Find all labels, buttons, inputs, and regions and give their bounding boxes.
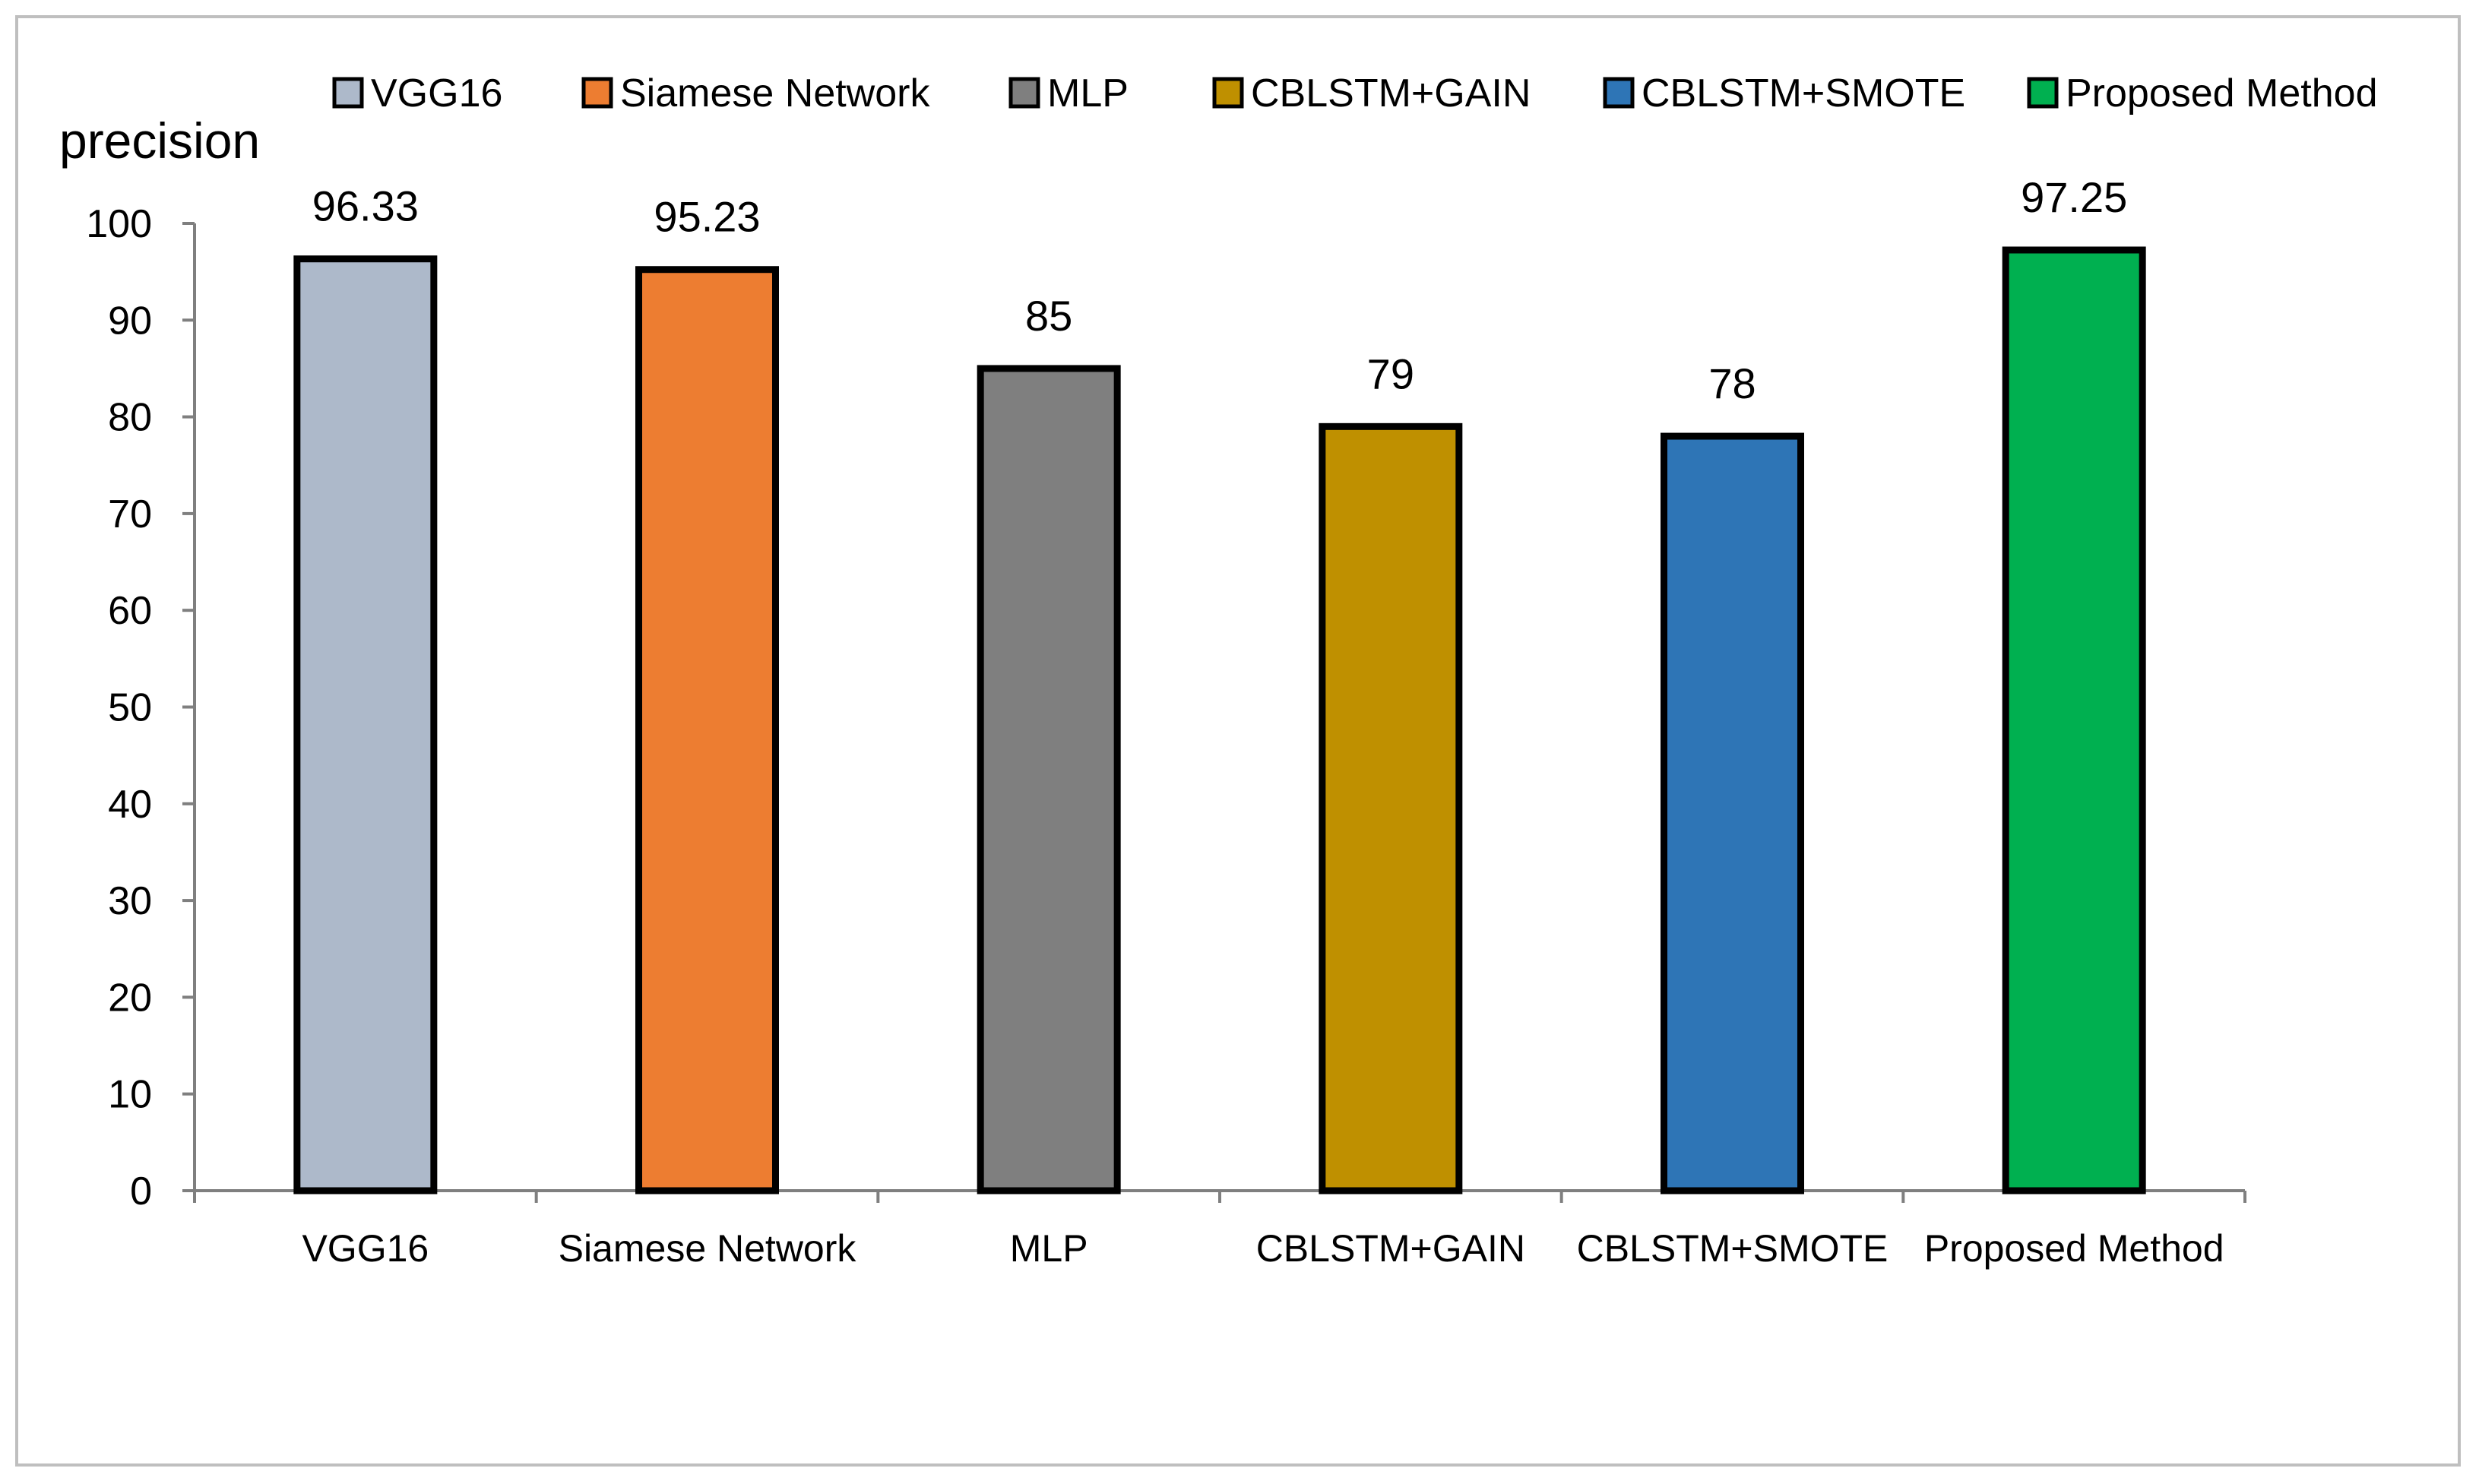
legend-entry: CBLSTM+SMOTE <box>1642 71 1965 115</box>
y-tick-label: 40 <box>108 783 152 827</box>
y-tick-label: 20 <box>108 976 152 1020</box>
data-label: 85 <box>1025 292 1072 340</box>
bar <box>2002 246 2146 1194</box>
legend-swatch <box>581 77 613 109</box>
legend-swatch <box>1212 77 1244 109</box>
y-tick-label: 70 <box>108 492 152 536</box>
legend-swatch <box>332 77 364 109</box>
y-tick-label: 0 <box>130 1169 152 1213</box>
y-tick-label: 90 <box>108 299 152 343</box>
x-tick-label: VGG16 <box>302 1227 429 1270</box>
bar <box>1319 422 1463 1194</box>
x-tick-label: Siamese Network <box>559 1227 857 1270</box>
y-tick-label: 60 <box>108 589 152 633</box>
bar <box>293 255 438 1194</box>
bar <box>977 365 1121 1194</box>
legend-entry: CBLSTM+GAIN <box>1251 71 1531 115</box>
x-tick-label: MLP <box>1010 1227 1088 1270</box>
data-label: 97.25 <box>2021 173 2127 221</box>
data-label: 79 <box>1367 350 1414 397</box>
legend-swatch <box>2027 77 2059 109</box>
y-tick-label: 80 <box>108 396 152 440</box>
y-axis: 0 10 20 30 40 50 60 70 80 90 100 <box>86 202 196 1213</box>
y-tick-label: 100 <box>86 202 152 246</box>
data-label: 95.23 <box>654 193 760 241</box>
x-axis: VGG16 Siamese Network MLP CBLSTM+GAIN CBLSTM… <box>193 1189 2246 1270</box>
bar <box>1661 432 1804 1194</box>
x-tick-label: CBLSTM+GAIN <box>1256 1227 1525 1270</box>
legend-swatch <box>1603 77 1635 109</box>
data-label: 78 <box>1708 359 1756 407</box>
y-tick-label: 10 <box>108 1073 152 1117</box>
y-tick-label: 50 <box>108 686 152 730</box>
x-tick-label: CBLSTM+SMOTE <box>1577 1227 1889 1270</box>
bars: 96.33 95.23 85 79 78 97.25 <box>293 173 2146 1194</box>
legend-entry: VGG16 <box>371 71 502 115</box>
legend-entry: Proposed Method <box>2066 71 2378 115</box>
legend-swatch <box>1008 77 1040 109</box>
legend-entry: Siamese Network <box>620 71 930 115</box>
y-tick-label: 30 <box>108 879 152 923</box>
legend-entry: MLP <box>1047 71 1129 115</box>
legend: VGG16 Siamese Network MLP CBLSTM+GAIN CBLSTM… <box>332 71 2378 115</box>
x-tick-label: Proposed Method <box>1924 1227 2224 1270</box>
y-axis-label: precision <box>59 112 260 169</box>
data-label: 96.33 <box>312 182 419 230</box>
bar <box>635 266 779 1194</box>
